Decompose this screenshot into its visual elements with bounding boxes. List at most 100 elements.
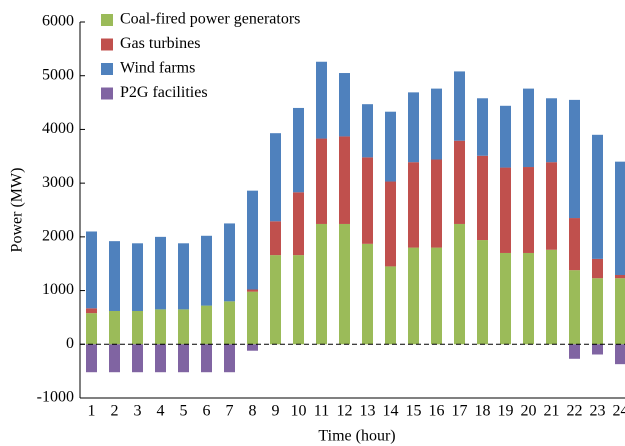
bar-segment xyxy=(316,61,327,139)
legend-swatch xyxy=(101,87,113,100)
x-tick-label: 7 xyxy=(226,403,234,420)
bar-segment xyxy=(477,98,488,156)
bar-segment xyxy=(109,241,120,311)
x-tick-label: 5 xyxy=(180,403,188,420)
bar-segment xyxy=(362,157,373,244)
legend-label: P2G facilities xyxy=(120,84,208,101)
x-tick-label: 19 xyxy=(498,403,514,420)
legend-label: Gas turbines xyxy=(120,35,200,52)
bar-segment xyxy=(86,308,97,314)
bar-segment xyxy=(109,344,120,373)
bar-segment xyxy=(523,252,534,345)
bar-segment xyxy=(86,344,97,373)
bar-segment xyxy=(431,247,442,345)
y-tick-label: 0 xyxy=(66,335,74,352)
bar-segment xyxy=(592,258,603,279)
bar-segment xyxy=(477,155,488,241)
bar-segment xyxy=(592,134,603,259)
bar-segment xyxy=(178,309,189,345)
bar-segment xyxy=(155,236,166,310)
x-tick-label: 9 xyxy=(272,403,280,420)
bar-segment xyxy=(408,92,419,163)
x-tick-label: 20 xyxy=(521,403,537,420)
y-tick-label: 6000 xyxy=(42,13,74,30)
bar-segment xyxy=(109,310,120,345)
x-tick-label: 11 xyxy=(314,403,329,420)
bar-segment xyxy=(201,235,212,306)
bar-segment xyxy=(293,107,304,193)
bar-segment xyxy=(500,252,511,345)
bar-segment xyxy=(201,305,212,345)
bar-segment xyxy=(316,223,327,345)
y-tick-label: 2000 xyxy=(42,228,74,245)
bar-segment xyxy=(362,243,373,345)
bar-segment xyxy=(270,255,281,345)
bar-segment xyxy=(523,88,534,168)
bar-segment xyxy=(431,88,442,160)
bar-segment xyxy=(454,140,465,224)
x-tick-label: 18 xyxy=(475,403,491,420)
x-tick-label: 1 xyxy=(88,403,96,420)
x-tick-label: 22 xyxy=(567,403,583,420)
y-tick-label: 5000 xyxy=(42,66,74,83)
bar-segment xyxy=(270,221,281,256)
y-tick-label: 4000 xyxy=(42,120,74,137)
bar-segment xyxy=(247,289,258,292)
bar-segment xyxy=(569,99,580,219)
bar-segment xyxy=(132,310,143,345)
x-tick-label: 24 xyxy=(613,403,625,420)
bar-segment xyxy=(454,223,465,345)
bar-segment xyxy=(293,192,304,256)
bar-segment xyxy=(132,344,143,373)
bar-segment xyxy=(385,266,396,345)
bar-segment xyxy=(155,344,166,373)
bar-segment xyxy=(592,278,603,345)
legend-label: Coal-fired power generators xyxy=(120,11,300,28)
bar-segment xyxy=(477,240,488,345)
x-tick-label: 13 xyxy=(360,403,376,420)
bar-segment xyxy=(86,231,97,309)
bar-segment xyxy=(385,111,396,182)
x-tick-label: 12 xyxy=(337,403,353,420)
bar-segment xyxy=(592,344,603,355)
bar-segment xyxy=(316,138,327,224)
x-tick-label: 14 xyxy=(383,403,399,420)
legend-swatch xyxy=(101,63,113,75)
bar-segment xyxy=(546,249,557,345)
x-tick-label: 10 xyxy=(291,403,307,420)
y-tick-label: 1000 xyxy=(42,281,74,298)
bar-segment xyxy=(523,167,534,253)
legend-swatch xyxy=(101,38,113,51)
bar-segment xyxy=(569,218,580,271)
bar-segment xyxy=(270,133,281,222)
legend-label: Wind farms xyxy=(120,60,195,77)
bar-segment xyxy=(224,344,235,373)
x-tick-label: 4 xyxy=(157,403,165,420)
bar-segment xyxy=(132,243,143,311)
x-tick-label: 17 xyxy=(452,403,468,420)
bar-segment xyxy=(339,223,350,345)
bar-segment xyxy=(615,274,625,279)
bar-segment xyxy=(178,243,189,310)
bar-segment xyxy=(615,344,625,365)
bar-segment xyxy=(247,344,258,351)
bar-segment xyxy=(569,270,580,345)
bar-segment xyxy=(569,344,580,359)
y-tick-label: -1000 xyxy=(37,389,74,406)
bar-segment xyxy=(408,247,419,345)
x-tick-label: 8 xyxy=(249,403,257,420)
y-tick-label: 3000 xyxy=(42,174,74,191)
bar-segment xyxy=(546,162,557,250)
bar-segment xyxy=(362,104,373,158)
bar-segment xyxy=(500,105,511,168)
bar-segment xyxy=(178,344,189,373)
x-tick-label: 16 xyxy=(429,403,445,420)
bar-segment xyxy=(546,98,557,163)
bar-segment xyxy=(224,223,235,302)
x-tick-label: 21 xyxy=(544,403,560,420)
bar-segment xyxy=(339,136,350,224)
bar-segment xyxy=(339,73,350,137)
bar-segment xyxy=(293,255,304,345)
bar-segment xyxy=(201,344,212,373)
